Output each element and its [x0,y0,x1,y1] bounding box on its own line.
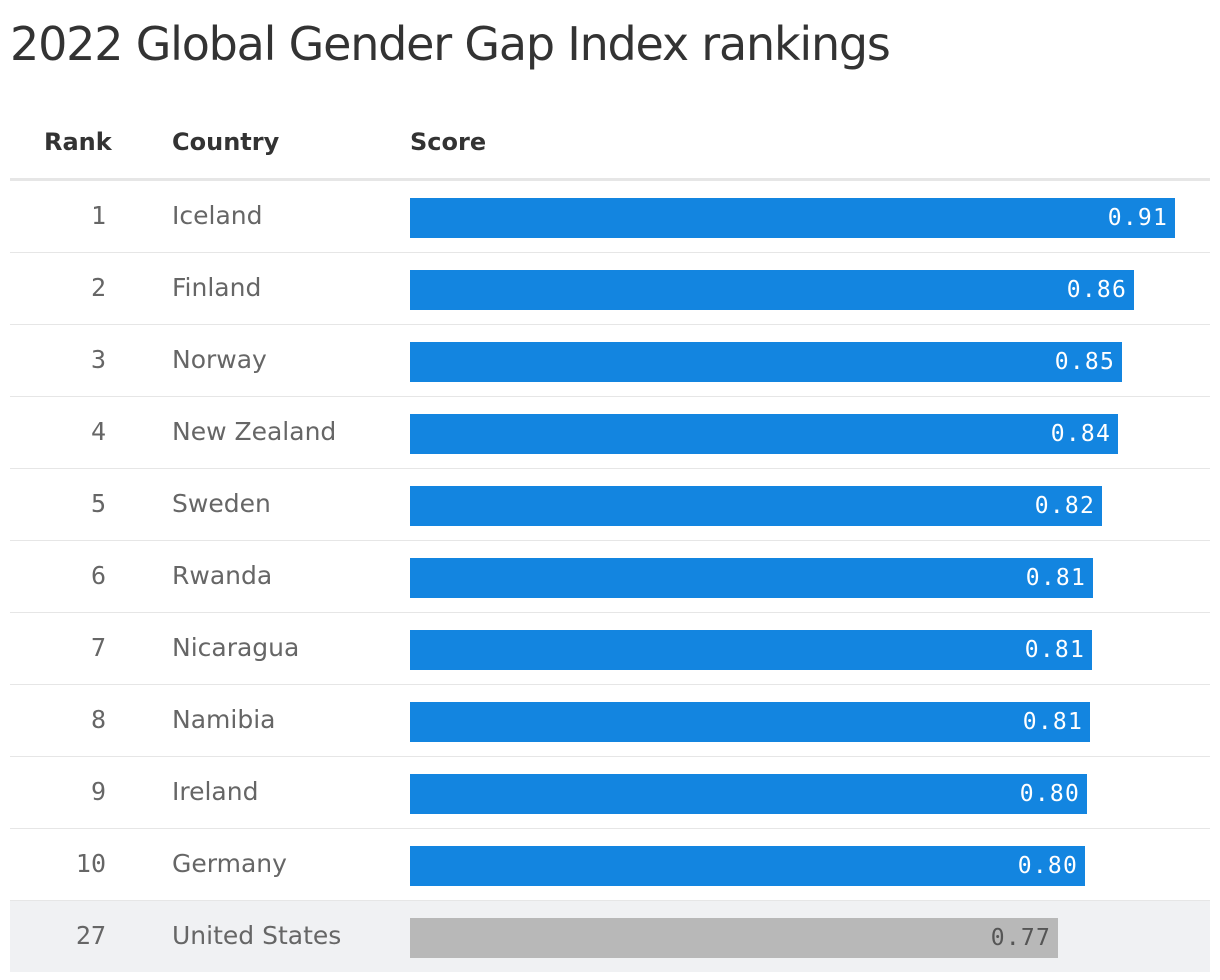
score-bar: 0.80 [410,846,1085,886]
score-cell: 0.81 [410,702,1210,742]
country-cell: Ireland [172,777,259,806]
table-row: 1 Iceland 0.91 [10,181,1210,253]
rank-cell: 6 [90,561,106,590]
rank-cell: 8 [90,705,106,734]
score-label: 0.77 [990,925,1051,951]
rank-column-header: Rank [44,128,112,156]
rank-cell: 7 [90,633,106,662]
score-bar: 0.81 [410,702,1090,742]
rank-cell: 5 [90,489,106,518]
score-cell: 0.82 [410,486,1210,526]
score-label: 0.80 [1017,853,1078,879]
score-bar: 0.84 [410,414,1118,454]
score-cell: 0.80 [410,846,1210,886]
rank-cell: 3 [90,345,106,374]
country-cell: United States [172,921,342,950]
rank-cell: 1 [90,201,106,230]
score-cell: 0.86 [410,270,1210,310]
table-header: Rank Country Score [10,108,1210,181]
score-label: 0.91 [1107,205,1168,231]
score-label: 0.81 [1025,565,1086,591]
score-label: 0.82 [1034,493,1095,519]
table-row: 10 Germany 0.80 [10,829,1210,901]
table-row: 6 Rwanda 0.81 [10,541,1210,613]
score-cell: 0.81 [410,630,1210,670]
country-column-header: Country [172,128,280,156]
score-label: 0.80 [1019,781,1080,807]
country-cell: Germany [172,849,287,878]
score-bar: 0.80 [410,774,1087,814]
country-cell: Nicaragua [172,633,300,662]
country-cell: Namibia [172,705,276,734]
country-cell: Finland [172,273,262,302]
score-bar: 0.91 [410,198,1175,238]
ranking-table: Rank Country Score 1 Iceland 0.91 2 Finland 0… [10,108,1210,972]
country-cell: Norway [172,345,267,374]
chart-title: 2022 Global Gender Gap Index rankings [10,17,891,71]
country-cell: Rwanda [172,561,273,590]
score-label: 0.84 [1050,421,1111,447]
rank-cell: 2 [90,273,106,302]
score-cell: 0.77 [410,918,1210,958]
rank-cell: 10 [75,849,106,878]
table-row: 9 Ireland 0.80 [10,757,1210,829]
score-bar: 0.77 [410,918,1058,958]
score-cell: 0.85 [410,342,1210,382]
score-label: 0.85 [1054,349,1115,375]
score-bar: 0.82 [410,486,1102,526]
score-bar: 0.81 [410,630,1092,670]
score-label: 0.81 [1022,709,1083,735]
score-cell: 0.80 [410,774,1210,814]
table-row: 7 Nicaragua 0.81 [10,613,1210,685]
table-row-highlighted: 27 United States 0.77 [10,901,1210,972]
country-cell: New Zealand [172,417,337,446]
score-bar: 0.86 [410,270,1134,310]
rank-cell: 27 [75,921,106,950]
table-row: 2 Finland 0.86 [10,253,1210,325]
score-label: 0.81 [1024,637,1085,663]
country-cell: Sweden [172,489,271,518]
score-column-header: Score [410,128,487,156]
rank-cell: 9 [90,777,106,806]
score-label: 0.86 [1066,277,1127,303]
score-bar: 0.85 [410,342,1122,382]
table-row: 3 Norway 0.85 [10,325,1210,397]
score-cell: 0.81 [410,558,1210,598]
table-row: 4 New Zealand 0.84 [10,397,1210,469]
score-cell: 0.84 [410,414,1210,454]
score-bar: 0.81 [410,558,1093,598]
country-cell: Iceland [172,201,263,230]
score-cell: 0.91 [410,198,1210,238]
table-row: 8 Namibia 0.81 [10,685,1210,757]
table-body: 1 Iceland 0.91 2 Finland 0.86 3 Norway 0.85 4 New … [10,181,1210,972]
table-row: 5 Sweden 0.82 [10,469,1210,541]
rank-cell: 4 [90,417,106,446]
